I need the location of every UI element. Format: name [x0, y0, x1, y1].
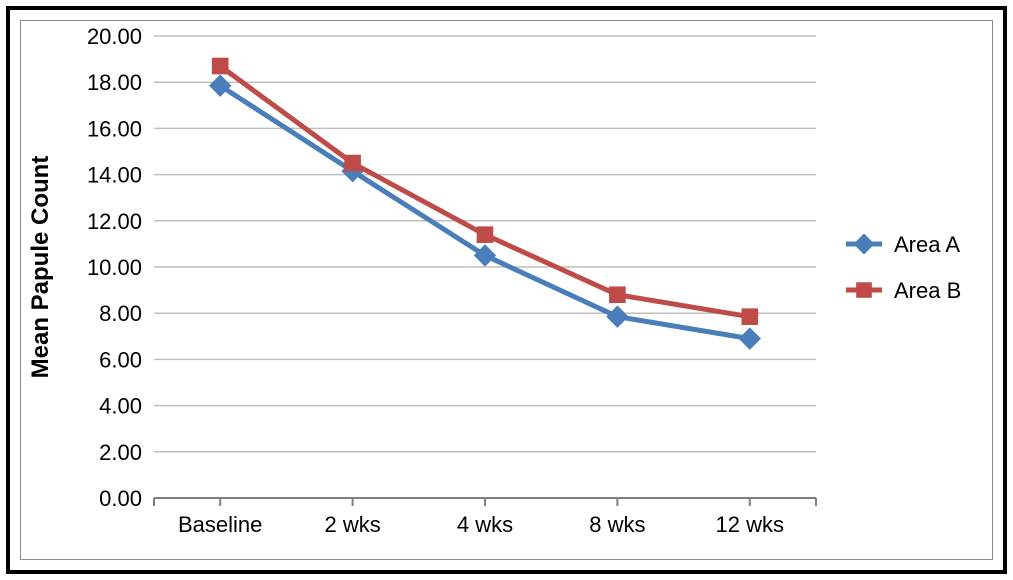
svg-text:2.00: 2.00: [99, 440, 142, 465]
svg-text:8 wks: 8 wks: [589, 512, 645, 537]
svg-text:2 wks: 2 wks: [324, 512, 380, 537]
svg-text:6.00: 6.00: [99, 347, 142, 372]
svg-text:20.00: 20.00: [87, 24, 142, 49]
svg-text:8.00: 8.00: [99, 301, 142, 326]
chart-inner-frame: 0.00 2.00 4.00 6.00 8.00 10.00 12.00 14.00 16.00…: [20, 20, 993, 560]
svg-text:0.00: 0.00: [99, 486, 142, 511]
svg-text:Area A: Area A: [894, 232, 960, 257]
svg-text:Area B: Area B: [894, 278, 961, 303]
svg-text:12.00: 12.00: [87, 209, 142, 234]
chart-outer-frame: 0.00 2.00 4.00 6.00 8.00 10.00 12.00 14.00 16.00…: [6, 6, 1007, 574]
svg-text:18.00: 18.00: [87, 70, 142, 95]
svg-text:10.00: 10.00: [87, 255, 142, 280]
svg-text:16.00: 16.00: [87, 116, 142, 141]
svg-text:4 wks: 4 wks: [457, 512, 513, 537]
svg-text:Baseline: Baseline: [178, 512, 262, 537]
line-chart: 0.00 2.00 4.00 6.00 8.00 10.00 12.00 14.00 16.00…: [20, 20, 993, 560]
svg-text:4.00: 4.00: [99, 394, 142, 419]
y-axis-label: Mean Papule Count: [27, 156, 54, 379]
svg-text:14.00: 14.00: [87, 163, 142, 188]
svg-text:12 wks: 12 wks: [716, 512, 784, 537]
